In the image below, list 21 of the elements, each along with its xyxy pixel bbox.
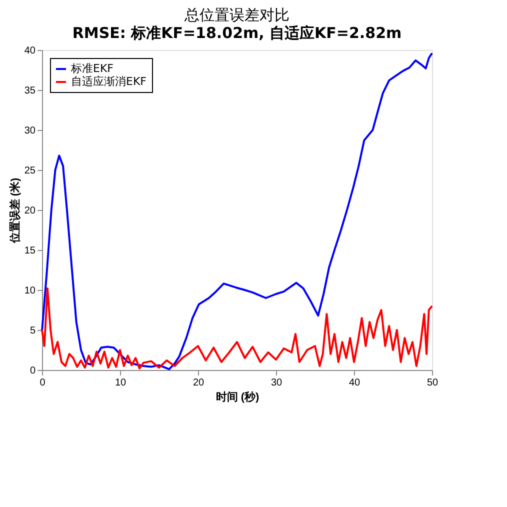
x-tick-label: 0 [40, 378, 46, 388]
x-tick-label: 40 [348, 378, 360, 388]
legend-label: 标准EKF [70, 62, 114, 75]
y-axis-title: 位置误差 (米) [8, 177, 22, 244]
chart-title: 总位置误差对比 [184, 6, 290, 24]
y-tick-label: 15 [24, 246, 36, 256]
chart-subtitle: RMSE: 标准KF=18.02m, 自适应KF=2.82m [72, 24, 402, 42]
y-tick-label: 40 [24, 46, 36, 56]
legend-label: 自适应渐消EKF [71, 75, 146, 88]
y-tick-label: 5 [30, 326, 36, 336]
x-tick-label: 20 [192, 378, 204, 388]
x-tick-label: 50 [426, 378, 438, 388]
y-tick-label: 35 [24, 86, 36, 96]
x-tick-label: 30 [270, 378, 282, 388]
y-tick-label: 0 [30, 366, 36, 376]
y-tick-label: 10 [24, 286, 36, 296]
x-axis-title: 时间 (秒) [216, 390, 260, 404]
y-tick-label: 25 [24, 166, 36, 176]
y-tick-label: 30 [24, 126, 36, 136]
y-tick-label: 20 [24, 206, 36, 216]
x-tick-label: 10 [114, 378, 126, 388]
